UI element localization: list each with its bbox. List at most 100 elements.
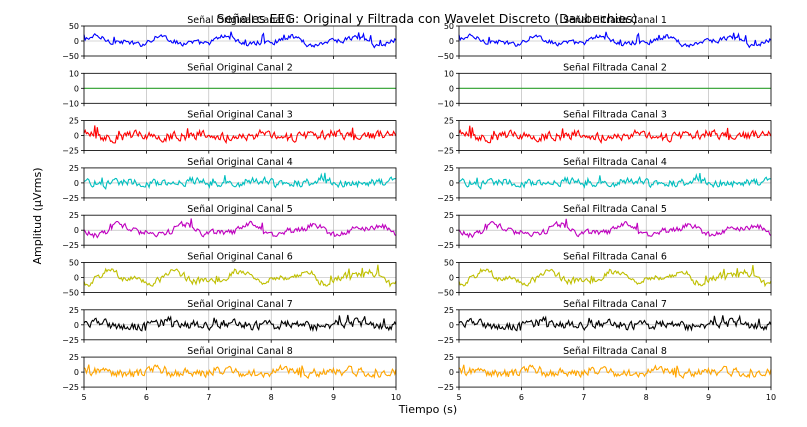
y-tick-label: −25 [62, 194, 79, 203]
y-tick-label: 25 [444, 117, 454, 126]
y-tick-label: 0 [74, 274, 79, 283]
series-line-filtered-channel-6 [458, 265, 772, 288]
x-tick-label: 10 [391, 393, 401, 402]
subplot-filtered-channel-1: Señal Filtrada Canal 1 50 0 −50 [437, 15, 772, 61]
y-tick-label: −25 [437, 383, 454, 392]
y-tick-label: −50 [437, 289, 454, 298]
subplot-filtered-channel-3: Señal Filtrada Canal 3 25 0 −25 [437, 110, 772, 156]
y-tick-label: 0 [449, 226, 454, 235]
series-line-filtered-channel-7 [458, 314, 772, 332]
subplot-title: Señal Filtrada Canal 5 [563, 204, 667, 215]
series-line-filtered-channel-1 [458, 31, 772, 49]
y-tick-label: 25 [444, 211, 454, 220]
subplot-title: Señal Original Canal 6 [187, 252, 293, 263]
y-tick-label: −25 [62, 336, 79, 345]
subplot-title: Señal Original Canal 7 [187, 299, 293, 310]
y-tick-label: −25 [62, 241, 79, 250]
y-tick-label: 0 [449, 132, 454, 141]
y-tick-label: 50 [69, 259, 79, 268]
y-tick-label: 10 [444, 69, 454, 78]
subplot-title: Señal Filtrada Canal 6 [563, 252, 667, 263]
x-tick-label: 6 [144, 393, 149, 402]
subplot-title: Señal Filtrada Canal 7 [563, 299, 667, 310]
subplot-original-channel-6: Señal Original Canal 6 50 0 −50 [62, 252, 397, 298]
subplot-original-channel-2: Señal Original Canal 2 10 0 −10 [62, 62, 397, 108]
x-tick-label: 9 [331, 393, 336, 402]
y-tick-label: 25 [69, 353, 79, 362]
y-tick-label: −25 [62, 383, 79, 392]
y-tick-label: 0 [449, 179, 454, 188]
y-tick-label: 50 [444, 259, 454, 268]
series-line-original-channel-4 [83, 172, 397, 190]
y-tick-label: 0 [74, 368, 79, 377]
y-tick-label: 25 [69, 164, 79, 173]
series-line-filtered-channel-3 [458, 125, 772, 144]
series-line-original-channel-1 [83, 31, 397, 49]
y-tick-label: −10 [62, 99, 79, 108]
series-line-original-channel-7 [83, 314, 397, 333]
x-tick-label: 10 [766, 393, 776, 402]
subplot-filtered-channel-7: Señal Filtrada Canal 7 25 0 −25 [437, 299, 772, 345]
x-tick-label: 7 [581, 393, 586, 402]
y-tick-label: −50 [62, 289, 79, 298]
y-tick-label: 0 [74, 84, 79, 93]
series-line-original-channel-8 [83, 363, 397, 380]
y-tick-label: 25 [69, 211, 79, 220]
subplot-title: Señal Filtrada Canal 1 [563, 15, 667, 26]
subplot-original-channel-4: Señal Original Canal 4 25 0 −25 [62, 157, 397, 203]
y-tick-label: −50 [62, 52, 79, 61]
subplot-filtered-channel-8: Señal Filtrada Canal 8 25 0 −255 6 7 8 9 10 [437, 346, 776, 402]
series-line-filtered-channel-8 [458, 364, 772, 379]
subplot-title: Señal Original Canal 5 [187, 204, 293, 215]
y-tick-label: 0 [74, 179, 79, 188]
y-tick-label: −25 [62, 147, 79, 156]
subplot-title: Señal Original Canal 4 [187, 157, 293, 168]
series-line-filtered-channel-5 [458, 218, 772, 239]
y-tick-label: −25 [437, 194, 454, 203]
y-axis-label: Amplitud (μVrms) [31, 168, 44, 265]
subplot-original-channel-5: Señal Original Canal 5 25 0 −25 [62, 204, 397, 250]
x-tick-label: 8 [644, 393, 649, 402]
y-tick-label: 10 [69, 69, 79, 78]
subplot-filtered-channel-2: Señal Filtrada Canal 2 10 0 −10 [437, 62, 772, 108]
subplot-original-channel-7: Señal Original Canal 7 25 0 −25 [62, 299, 397, 345]
y-tick-label: 0 [449, 84, 454, 93]
series-line-original-channel-6 [83, 264, 397, 288]
y-tick-label: 0 [74, 37, 79, 46]
x-tick-label: 9 [706, 393, 711, 402]
x-tick-label: 7 [206, 393, 211, 402]
y-tick-label: 25 [444, 164, 454, 173]
series-line-filtered-channel-4 [458, 173, 772, 190]
y-tick-label: −25 [437, 147, 454, 156]
subplot-title: Señal Original Canal 8 [187, 346, 293, 357]
subplot-original-channel-8: Señal Original Canal 8 25 0 −255 6 7 8 9 10 [62, 346, 401, 402]
subplot-title: Señal Original Canal 2 [187, 62, 293, 73]
y-tick-label: 0 [449, 368, 454, 377]
subplot-filtered-channel-6: Señal Filtrada Canal 6 50 0 −50 [437, 252, 772, 298]
y-tick-label: 50 [444, 22, 454, 31]
y-tick-label: 0 [449, 321, 454, 330]
subplot-title: Señal Original Canal 3 [187, 110, 293, 121]
y-tick-label: 50 [69, 22, 79, 31]
subplot-filtered-channel-4: Señal Filtrada Canal 4 25 0 −25 [437, 157, 772, 203]
series-line-original-channel-5 [83, 218, 397, 239]
y-tick-label: 0 [74, 132, 79, 141]
y-tick-label: −25 [437, 336, 454, 345]
subplot-original-channel-3: Señal Original Canal 3 25 0 −25 [62, 110, 397, 156]
subplot-title: Señal Original Canal 1 [187, 15, 293, 26]
y-tick-label: 25 [444, 306, 454, 315]
series-line-original-channel-3 [83, 125, 397, 145]
subplot-title: Señal Filtrada Canal 4 [563, 157, 667, 168]
x-tick-label: 5 [456, 393, 461, 402]
subplot-original-channel-1: Señal Original Canal 1 50 0 −50 [62, 15, 397, 61]
x-tick-label: 8 [269, 393, 274, 402]
x-axis-label: Tiempo (s) [398, 403, 457, 416]
x-tick-label: 5 [81, 393, 86, 402]
y-tick-label: −25 [437, 241, 454, 250]
subplot-title: Señal Filtrada Canal 8 [563, 346, 667, 357]
subplot-title: Señal Filtrada Canal 3 [563, 110, 667, 121]
y-tick-label: 25 [69, 117, 79, 126]
y-tick-label: 0 [74, 226, 79, 235]
y-tick-label: −50 [437, 52, 454, 61]
